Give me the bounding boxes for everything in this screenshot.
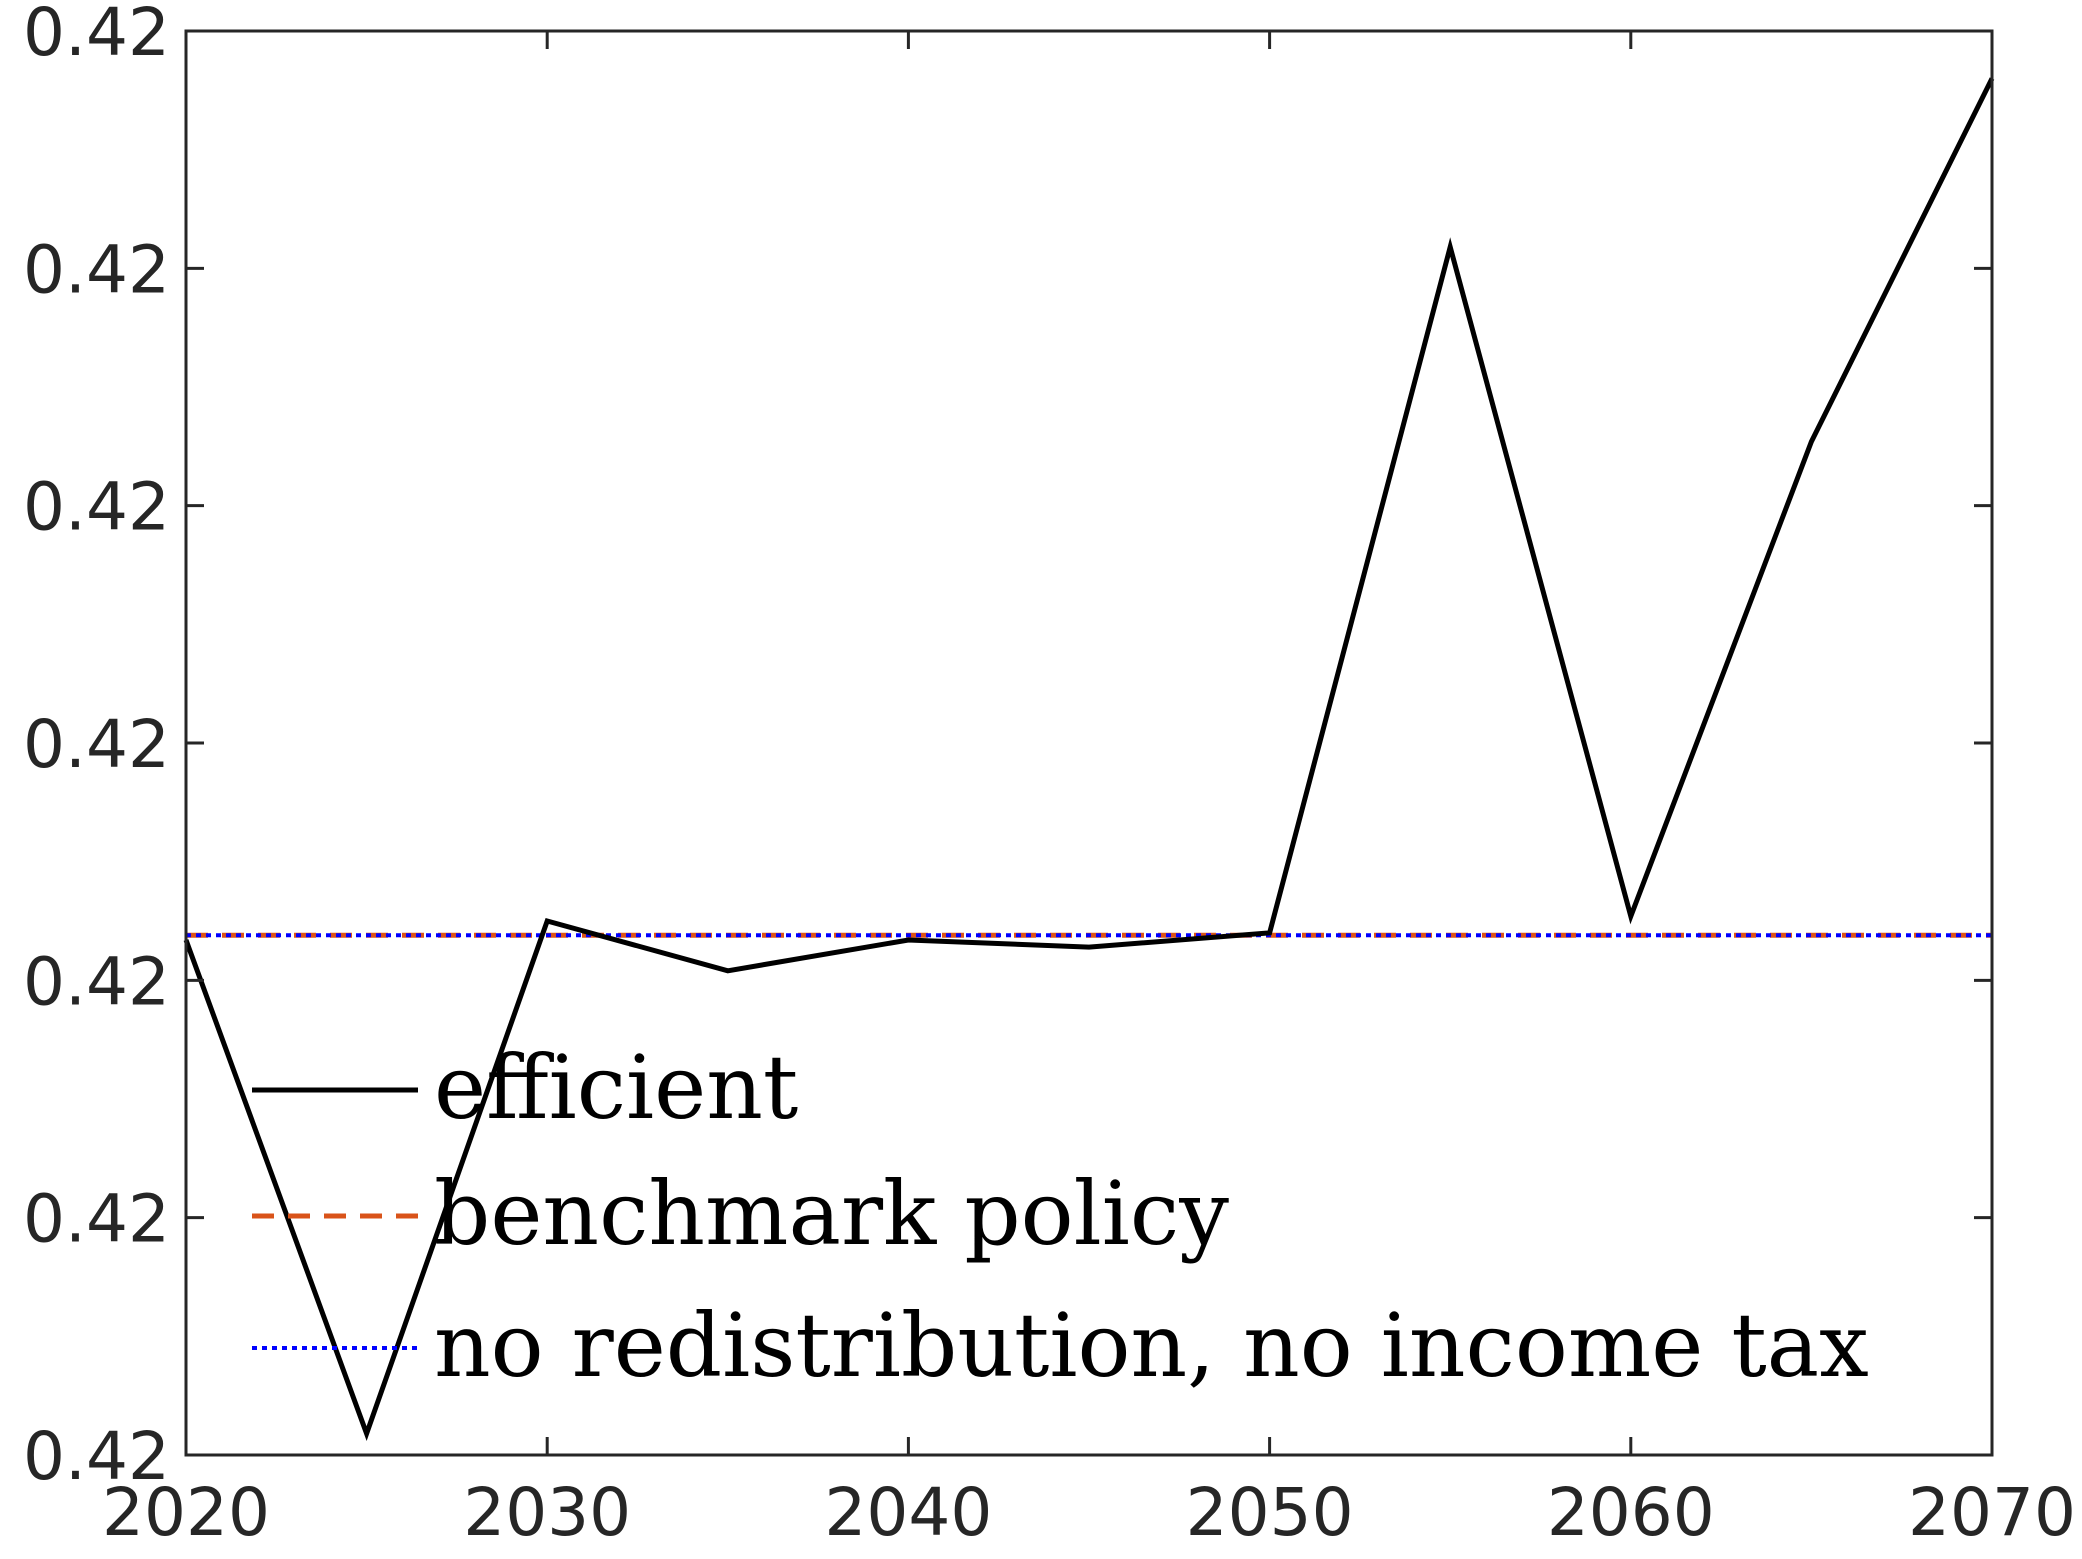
y-tick-label: 0.42: [23, 943, 170, 1020]
y-tick-label: 0.42: [23, 0, 170, 71]
x-tick-label: 2050: [1186, 1474, 1354, 1551]
y-tick-label: 0.42: [23, 469, 170, 546]
x-tick-label: 2070: [1908, 1474, 2076, 1551]
legend-label-efficient: efficient: [434, 1036, 798, 1139]
legend: efficient benchmark policy no redistributi…: [252, 1036, 1869, 1397]
y-tick-label: 0.42: [23, 231, 170, 308]
x-tick-label: 2040: [824, 1474, 992, 1551]
y-tick-label: 0.42: [23, 1418, 170, 1495]
y-tick-label: 0.42: [23, 1181, 170, 1258]
legend-label-benchmark: benchmark policy: [434, 1162, 1229, 1265]
x-tick-label: 2060: [1547, 1474, 1715, 1551]
x-tick-label: 2020: [102, 1474, 270, 1551]
y-tick-label: 0.42: [23, 706, 170, 783]
series-line-efficient: [183, 77, 1995, 1441]
legend-label-no-redistribution: no redistribution, no income tax: [434, 1294, 1869, 1397]
series-layer: [183, 77, 1995, 1441]
x-tick-label: 2030: [463, 1474, 631, 1551]
